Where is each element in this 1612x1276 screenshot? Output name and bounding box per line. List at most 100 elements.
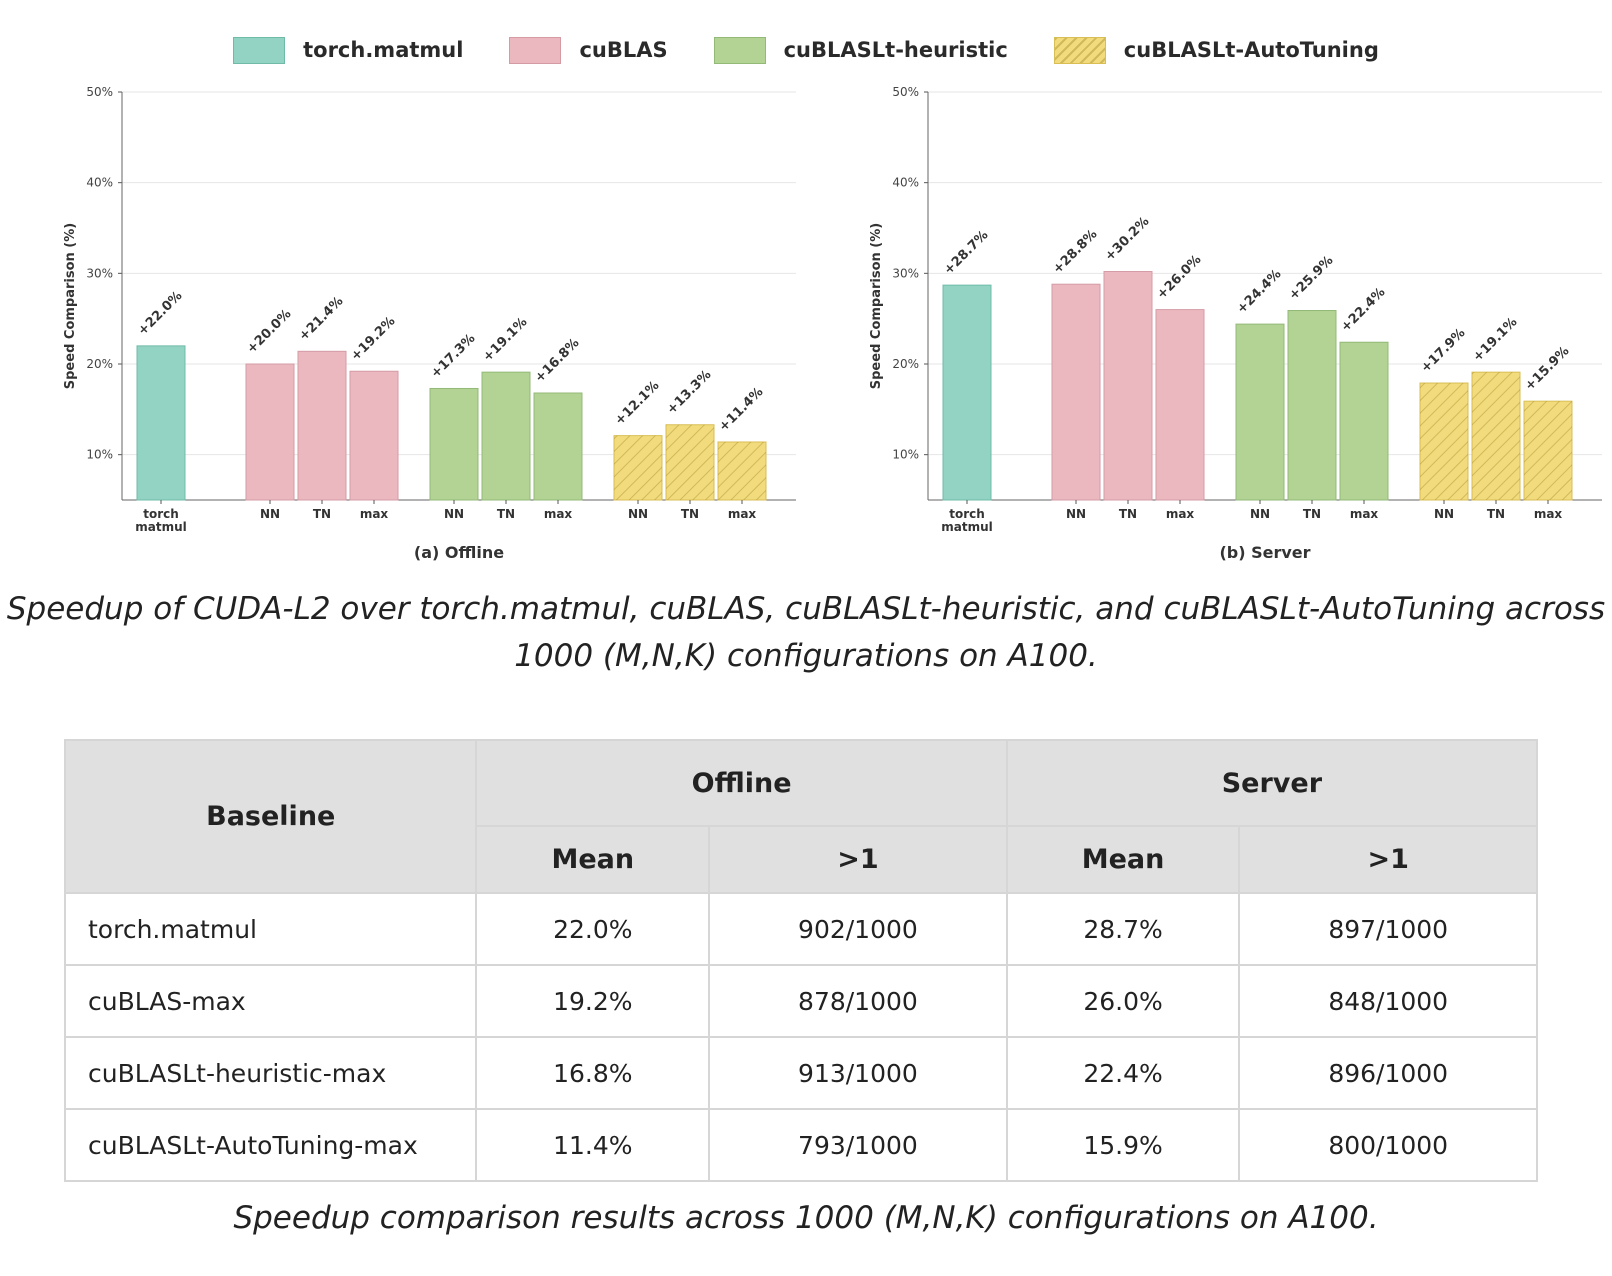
y-tick-label: 40% — [892, 176, 919, 190]
legend-item-cublaslt-autotuning: cuBLASLt-AutoTuning — [1053, 30, 1379, 70]
y-axis-label: Speed Comparison (%) — [63, 223, 78, 389]
y-tick-label: 40% — [86, 176, 113, 190]
data-label: +30.2% — [1102, 214, 1152, 264]
bar-hatch — [718, 441, 766, 500]
bar — [429, 387, 479, 501]
bar — [942, 284, 992, 501]
table-row: cuBLAS-max 19.2% 878/1000 26.0% 848/1000 — [63, 964, 1538, 1038]
table-row: torch.matmul 22.0% 902/1000 28.7% 897/10… — [63, 892, 1538, 966]
bar — [297, 350, 347, 501]
bar-hatch — [614, 435, 662, 500]
x-tick-label: max — [360, 507, 389, 521]
data-label: +21.4% — [296, 294, 346, 344]
x-tick-label: NN — [1250, 507, 1270, 521]
data-label: +25.9% — [1286, 253, 1336, 303]
x-tick-label: TN — [1487, 507, 1505, 521]
y-tick-label: 20% — [892, 357, 919, 371]
header-server: Server — [1005, 739, 1539, 827]
legend-label: cuBLASLt-heuristic — [783, 38, 1008, 62]
bar — [245, 363, 295, 501]
x-tick-label: TN — [497, 507, 515, 521]
legend-swatch-cublas — [509, 36, 562, 64]
bar — [349, 370, 399, 501]
cell-offline-gt1: 878/1000 — [708, 964, 1008, 1038]
x-tick-label: TN — [1119, 507, 1137, 521]
legend-swatch-cublaslt-heuristic — [713, 36, 766, 64]
bar-hatch — [1472, 372, 1520, 500]
y-tick-label: 30% — [892, 266, 919, 280]
data-label: +26.0% — [1154, 252, 1204, 302]
cell-offline-gt1: 902/1000 — [708, 892, 1008, 966]
legend-item-cublas: cuBLAS — [509, 30, 668, 70]
bar — [1235, 323, 1285, 501]
cell-baseline: torch.matmul — [63, 892, 478, 966]
data-label: +24.4% — [1234, 267, 1284, 317]
figure-caption: Speedup of CUDA-L2 over torch.matmul, cu… — [6, 591, 1606, 674]
legend-item-cublaslt-heuristic: cuBLASLt-heuristic — [713, 30, 1008, 70]
bar — [533, 392, 583, 501]
bar — [1103, 271, 1153, 501]
legend-item-torch-matmul: torch.matmul — [233, 30, 463, 70]
cell-server-gt1: 896/1000 — [1238, 1036, 1538, 1110]
y-tick-label: 10% — [86, 448, 113, 462]
cell-offline-mean: 16.8% — [475, 1036, 711, 1110]
table-row: cuBLASLt-heuristic-max 16.8% 913/1000 22… — [63, 1036, 1538, 1110]
cell-server-gt1: 848/1000 — [1238, 964, 1538, 1038]
bar — [1287, 310, 1337, 501]
x-tick-label: NN — [1434, 507, 1454, 521]
data-label: +19.1% — [1470, 315, 1520, 365]
data-label: +15.9% — [1522, 344, 1572, 394]
header-offline: Offline — [475, 739, 1008, 827]
data-label: +28.7% — [941, 228, 991, 278]
x-tick-label: max — [544, 507, 573, 521]
subplot-title: (a) Offline — [414, 543, 504, 562]
y-axis-label: Speed Comparison (%) — [869, 223, 884, 389]
data-label: +16.8% — [532, 336, 582, 386]
x-tick-label: TN — [313, 507, 331, 521]
bar — [1339, 341, 1389, 501]
data-label: +20.0% — [244, 307, 294, 357]
x-tick-label: NN — [260, 507, 280, 521]
x-tick-label: NN — [1066, 507, 1086, 521]
legend-swatch-torch-matmul — [233, 36, 286, 64]
cell-server-gt1: 800/1000 — [1238, 1108, 1538, 1182]
table-caption: Speedup comparison results across 1000 (… — [233, 1200, 1379, 1236]
server-bar-chart: 10% 20% 30% 40% 50% Speed Comparison (%) torch… — [869, 85, 1602, 562]
data-label: +19.1% — [480, 315, 530, 365]
x-tick-label: max — [1166, 507, 1195, 521]
x-tick-label: torch matmul — [941, 507, 993, 534]
data-label: +11.4% — [716, 385, 766, 435]
data-label: +13.3% — [664, 367, 714, 417]
chart-legend: torch.matmul cuBLAS cuBLASLt-heuristic c… — [0, 30, 1612, 70]
cell-server-mean: 28.7% — [1005, 892, 1241, 966]
header-baseline: Baseline — [63, 739, 478, 894]
y-tick-label: 30% — [86, 266, 113, 280]
cell-offline-mean: 19.2% — [475, 964, 711, 1038]
y-tick-label: 20% — [86, 357, 113, 371]
x-tick-label: NN — [628, 507, 648, 521]
bar — [1051, 283, 1101, 501]
data-label: +17.3% — [428, 331, 478, 381]
bar — [481, 371, 531, 501]
offline-bar-chart: 10% 20% 30% 40% 50% Speed Comparison (%) torch… — [63, 85, 796, 562]
subplot-title: (b) Server — [1219, 543, 1310, 562]
table-row: cuBLASLt-AutoTuning-max 11.4% 793/1000 1… — [63, 1108, 1538, 1182]
x-tick-label: TN — [681, 507, 699, 521]
bar — [136, 345, 186, 501]
header-server-gt1: >1 — [1238, 825, 1538, 894]
cell-offline-mean: 22.0% — [475, 892, 711, 966]
header-offline-gt1: >1 — [708, 825, 1008, 894]
header-server-mean: Mean — [1005, 825, 1241, 894]
y-tick-label: 50% — [892, 85, 919, 99]
cell-baseline: cuBLASLt-AutoTuning-max — [63, 1108, 478, 1182]
cell-offline-gt1: 793/1000 — [708, 1108, 1008, 1182]
data-label: +22.4% — [1338, 285, 1388, 335]
legend-swatch-cublaslt-autotuning — [1053, 36, 1106, 64]
y-tick-label: 50% — [86, 85, 113, 99]
bar-hatch — [666, 424, 714, 500]
cell-server-mean: 22.4% — [1005, 1036, 1241, 1110]
data-label: +12.1% — [612, 378, 662, 428]
y-tick-label: 10% — [892, 448, 919, 462]
cell-baseline: cuBLAS-max — [63, 964, 478, 1038]
bar-hatch — [1524, 401, 1572, 500]
